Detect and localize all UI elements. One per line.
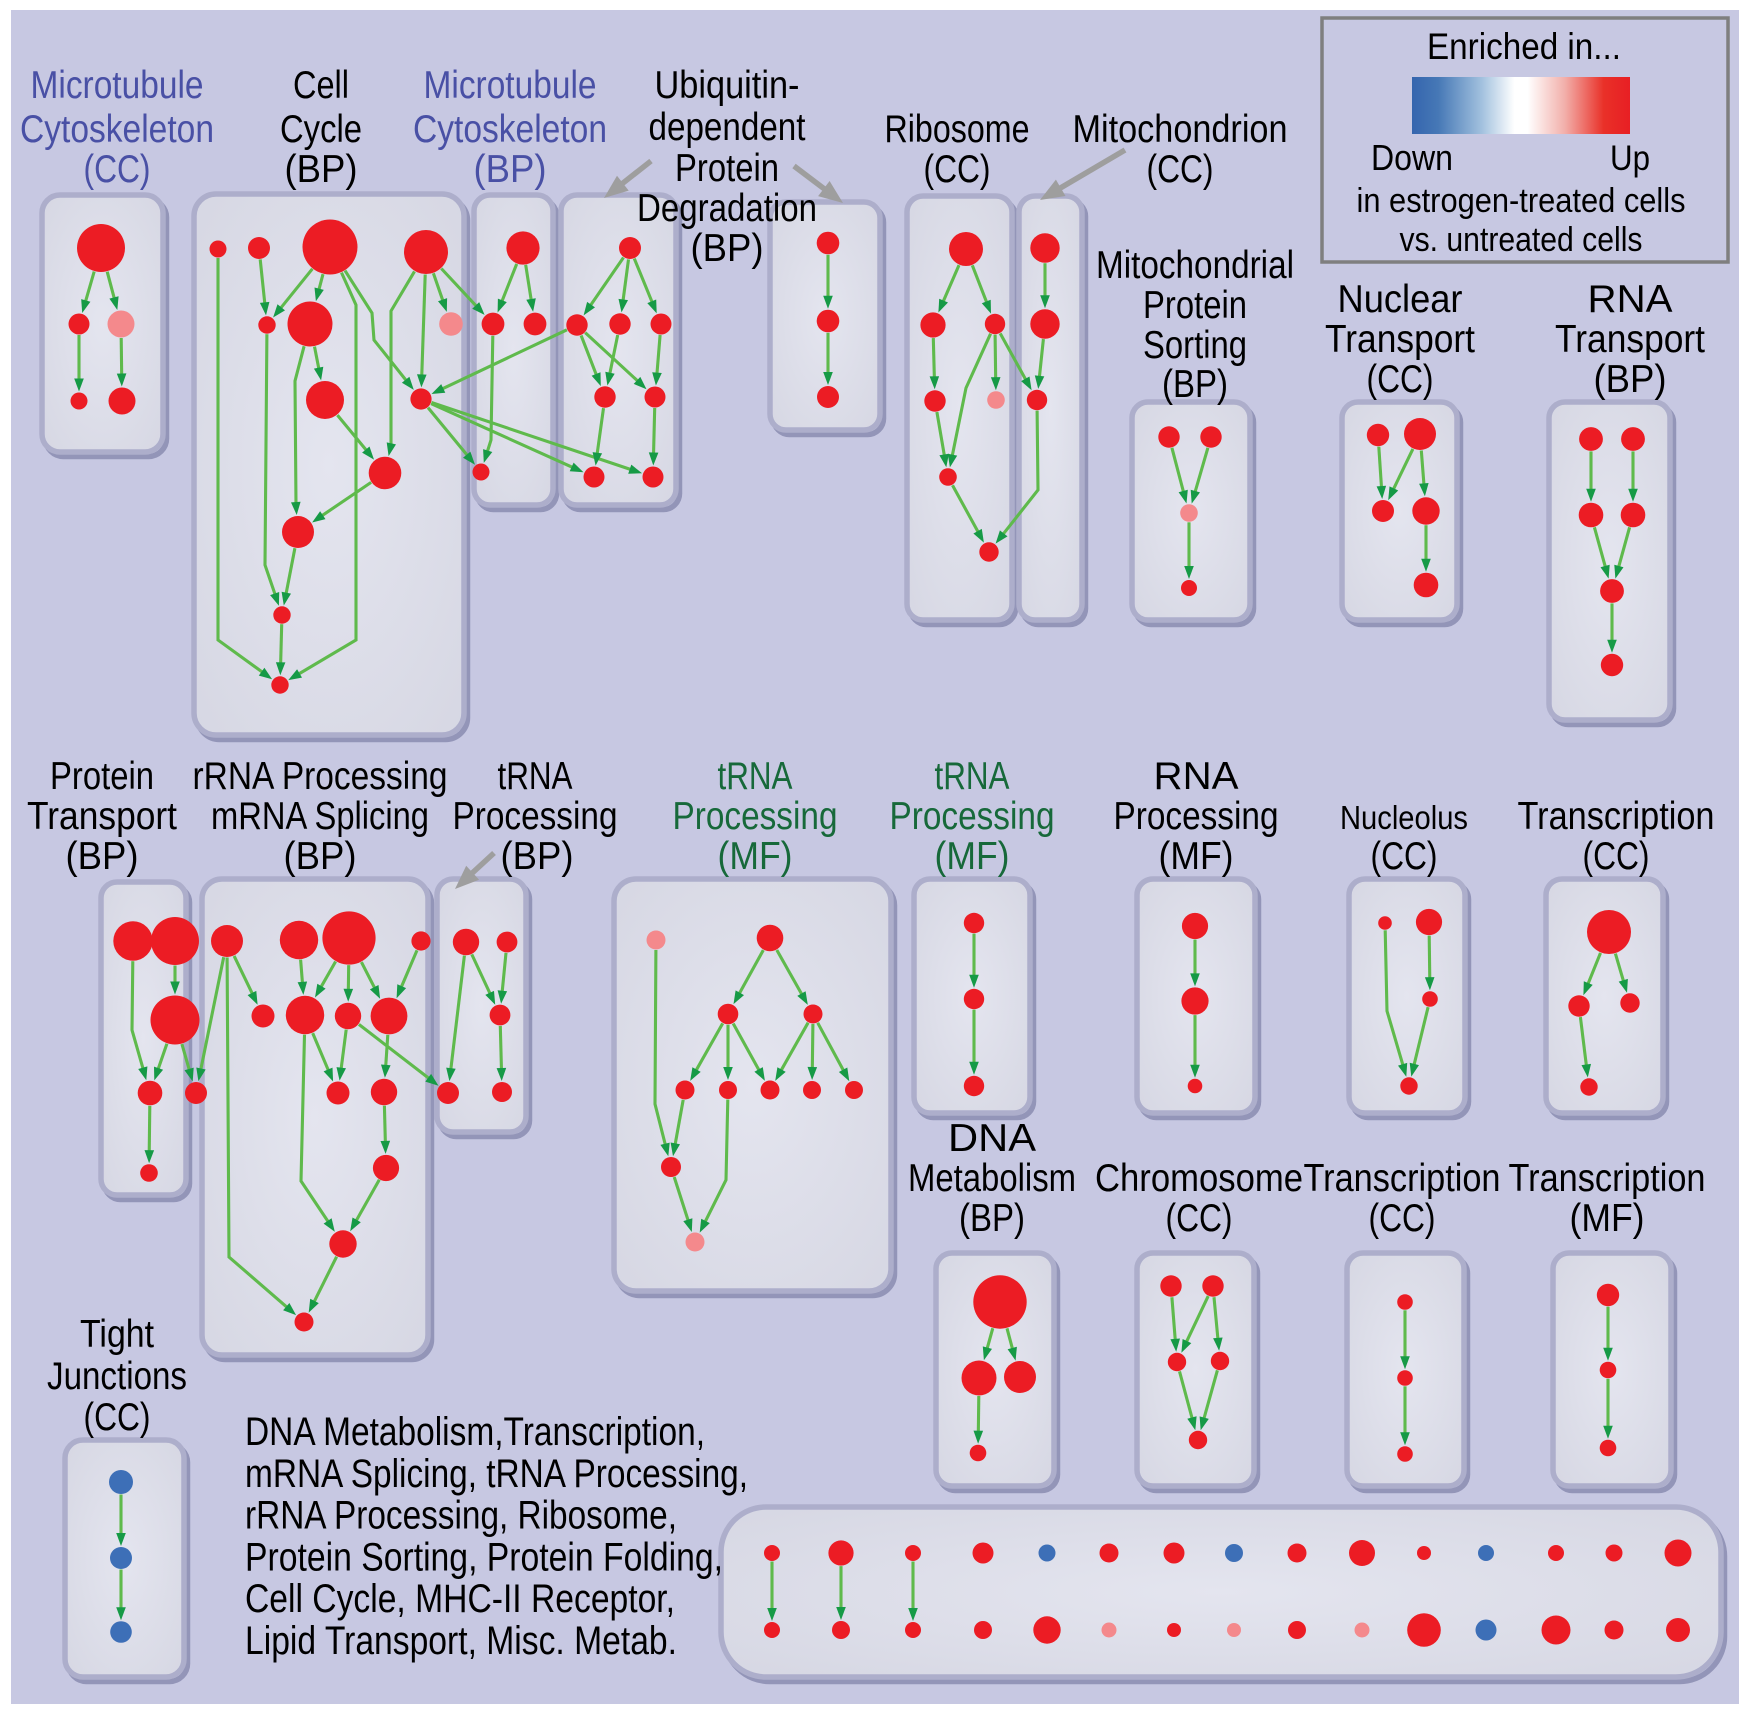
svg-text:Cell Cycle, MHC-II Receptor,: Cell Cycle, MHC-II Receptor,	[245, 1577, 675, 1621]
svg-text:tRNA: tRNA	[718, 755, 793, 798]
svg-text:Transport: Transport	[1325, 318, 1475, 361]
svg-text:(BP): (BP)	[285, 148, 358, 191]
svg-text:Chromosome: Chromosome	[1095, 1157, 1303, 1200]
svg-text:Nucleolus: Nucleolus	[1340, 799, 1468, 836]
svg-text:(CC): (CC)	[84, 1396, 151, 1439]
svg-text:Protein: Protein	[50, 755, 154, 798]
svg-text:dependent: dependent	[649, 106, 806, 149]
svg-text:(CC): (CC)	[1367, 358, 1434, 401]
svg-text:(CC): (CC)	[1147, 148, 1214, 191]
svg-text:Transcription: Transcription	[1509, 1157, 1706, 1200]
svg-text:(CC): (CC)	[924, 148, 991, 191]
svg-text:(CC): (CC)	[1166, 1197, 1233, 1240]
svg-text:mRNA Splicing, tRNA Processing: mRNA Splicing, tRNA Processing,	[245, 1452, 748, 1496]
svg-text:(BP): (BP)	[1162, 363, 1228, 406]
svg-text:(BP): (BP)	[284, 835, 357, 878]
svg-text:Processing: Processing	[673, 795, 838, 838]
svg-text:(MF): (MF)	[935, 835, 1010, 878]
svg-text:rRNA Processing: rRNA Processing	[193, 755, 448, 798]
svg-text:(CC): (CC)	[1583, 835, 1650, 878]
svg-text:DNA Metabolism,Transcription,: DNA Metabolism,Transcription,	[245, 1410, 705, 1454]
svg-text:Tight: Tight	[80, 1313, 154, 1356]
svg-text:Cell: Cell	[293, 64, 349, 107]
svg-text:(BP): (BP)	[501, 835, 574, 878]
svg-text:(MF): (MF)	[718, 835, 793, 878]
svg-text:RNA: RNA	[1154, 755, 1239, 798]
svg-text:mRNA Splicing: mRNA Splicing	[211, 795, 429, 838]
svg-text:Ubiquitin-: Ubiquitin-	[655, 64, 800, 107]
svg-text:Cytoskeleton: Cytoskeleton	[20, 108, 214, 151]
svg-text:(BP): (BP)	[66, 835, 139, 878]
svg-text:Mitochondrial: Mitochondrial	[1096, 244, 1294, 287]
svg-text:vs. untreated cells: vs. untreated cells	[1400, 221, 1643, 259]
svg-text:Microtubule: Microtubule	[31, 64, 204, 107]
svg-text:(CC): (CC)	[1371, 835, 1438, 878]
svg-text:in estrogen-treated cells: in estrogen-treated cells	[1357, 182, 1686, 220]
svg-text:Cytoskeleton: Cytoskeleton	[413, 108, 607, 151]
svg-text:Transcription: Transcription	[1518, 795, 1715, 838]
svg-text:(BP): (BP)	[691, 227, 764, 270]
svg-text:DNA: DNA	[948, 1117, 1036, 1160]
svg-text:Ribosome: Ribosome	[885, 108, 1030, 151]
svg-text:Protein Sorting, Protein Foldi: Protein Sorting, Protein Folding,	[245, 1535, 723, 1579]
svg-text:Up: Up	[1610, 139, 1650, 178]
svg-text:Microtubule: Microtubule	[424, 64, 597, 107]
svg-text:(BP): (BP)	[474, 148, 547, 191]
svg-text:Processing: Processing	[1114, 795, 1279, 838]
svg-text:rRNA Processing, Ribosome,: rRNA Processing, Ribosome,	[245, 1494, 677, 1538]
svg-text:(CC): (CC)	[1369, 1197, 1436, 1240]
svg-text:Enriched in...: Enriched in...	[1427, 26, 1621, 67]
svg-text:tRNA: tRNA	[935, 755, 1010, 798]
svg-text:Processing: Processing	[890, 795, 1055, 838]
svg-text:(BP): (BP)	[959, 1197, 1025, 1240]
svg-text:Metabolism: Metabolism	[908, 1157, 1076, 1200]
svg-text:Processing: Processing	[453, 795, 618, 838]
svg-text:Junctions: Junctions	[47, 1355, 187, 1398]
svg-text:Transcription: Transcription	[1304, 1157, 1501, 1200]
svg-text:Nuclear: Nuclear	[1338, 278, 1463, 321]
svg-text:Transport: Transport	[27, 795, 177, 838]
svg-text:Protein: Protein	[1143, 284, 1247, 327]
svg-text:Degradation: Degradation	[637, 187, 817, 230]
svg-text:Lipid Transport, Misc. Metab.: Lipid Transport, Misc. Metab.	[245, 1619, 677, 1663]
svg-text:Sorting: Sorting	[1143, 324, 1247, 367]
svg-text:(MF): (MF)	[1570, 1197, 1645, 1240]
svg-text:(CC): (CC)	[84, 148, 151, 191]
svg-text:(MF): (MF)	[1159, 835, 1234, 878]
svg-text:(BP): (BP)	[1594, 358, 1667, 401]
svg-text:Protein: Protein	[675, 147, 779, 190]
svg-text:Down: Down	[1371, 137, 1453, 178]
svg-text:Mitochondrion: Mitochondrion	[1073, 108, 1288, 151]
svg-text:Transport: Transport	[1555, 318, 1705, 361]
svg-text:Cycle: Cycle	[280, 108, 362, 151]
svg-text:RNA: RNA	[1588, 278, 1673, 321]
svg-text:tRNA: tRNA	[498, 755, 573, 798]
